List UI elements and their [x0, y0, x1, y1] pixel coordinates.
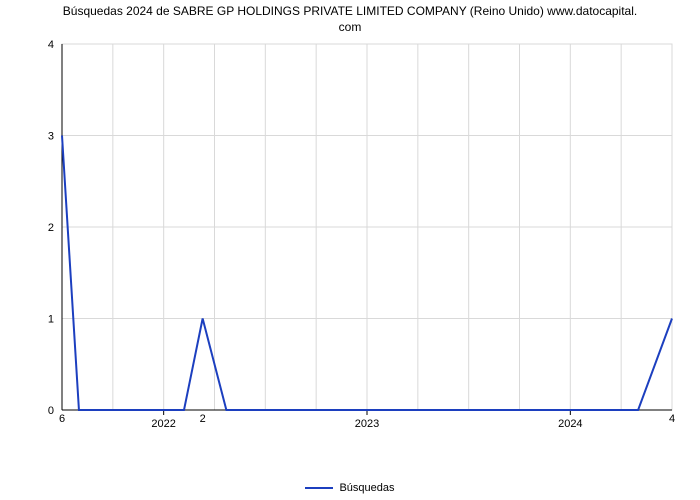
x-tick-label: 2022	[151, 418, 175, 430]
x-tick-label: 2024	[558, 418, 582, 430]
line-chart: 0 1 2 3 4 2022 2023 2024 6 2 4	[40, 40, 680, 440]
y-tick-label: 1	[48, 314, 54, 326]
below-axis-label: 6	[59, 413, 65, 425]
y-tick-label: 3	[48, 131, 54, 143]
below-axis-label: 2	[200, 413, 206, 425]
y-tick-label: 0	[48, 405, 54, 417]
title-line-1: Búsquedas 2024 de SABRE GP HOLDINGS PRIV…	[63, 4, 637, 18]
chart-title: Búsquedas 2024 de SABRE GP HOLDINGS PRIV…	[0, 0, 700, 35]
legend-line-icon	[305, 487, 333, 489]
x-tick-label: 2023	[355, 418, 379, 430]
y-tick-label: 4	[48, 40, 54, 51]
legend-label: Búsquedas	[339, 482, 394, 494]
chart-canvas: 0 1 2 3 4 2022 2023 2024 6 2 4	[40, 40, 680, 440]
title-line-2: com	[339, 20, 362, 34]
y-tick-label: 2	[48, 222, 54, 234]
chart-legend: Búsquedas	[0, 482, 700, 494]
below-axis-label: 4	[669, 413, 675, 425]
